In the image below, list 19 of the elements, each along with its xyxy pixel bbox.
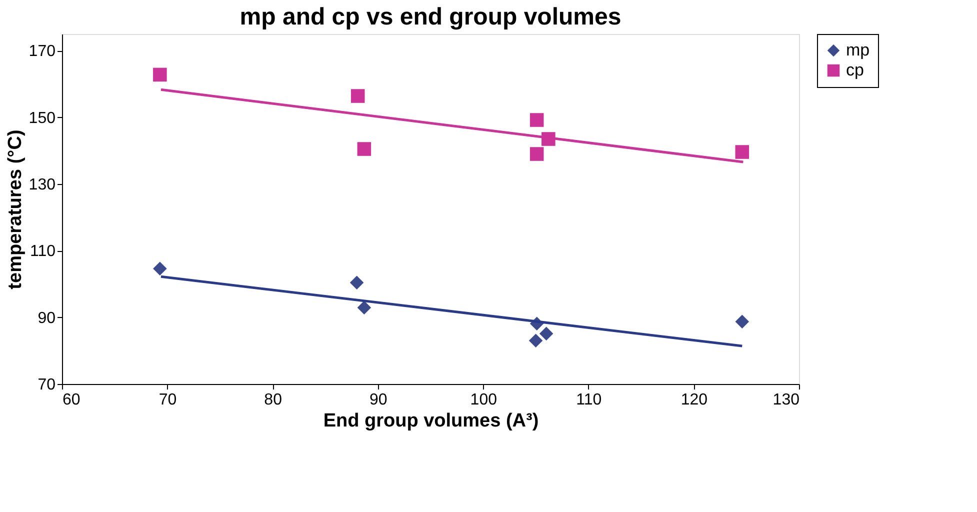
y-tick-label: 70: [38, 376, 56, 394]
y-tick-label: 170: [28, 43, 56, 60]
x-tick-label: 90: [369, 392, 388, 408]
legend-label: mp: [846, 40, 870, 60]
legend-label: cp: [846, 60, 864, 80]
y-tick-label: 150: [28, 110, 56, 127]
x-tick-label: 120: [680, 392, 708, 408]
x-tick-label: 60: [62, 392, 80, 408]
y-tick-label: 110: [30, 243, 56, 260]
x-tick-label: 100: [470, 392, 498, 408]
x-tick-label: 130: [772, 392, 800, 408]
x-tick-label: 70: [158, 392, 177, 408]
y-tick-label: 90: [38, 310, 56, 327]
chart-title: mp and cp vs end group volumes: [240, 4, 622, 30]
y-tick-label: 130: [28, 176, 56, 194]
y-axis-title: temperatures (°C): [4, 130, 26, 290]
x-axis-title: End group volumes (A³): [323, 410, 539, 432]
x-tick-label: 80: [264, 392, 282, 408]
x-tick-label: 110: [576, 392, 602, 408]
